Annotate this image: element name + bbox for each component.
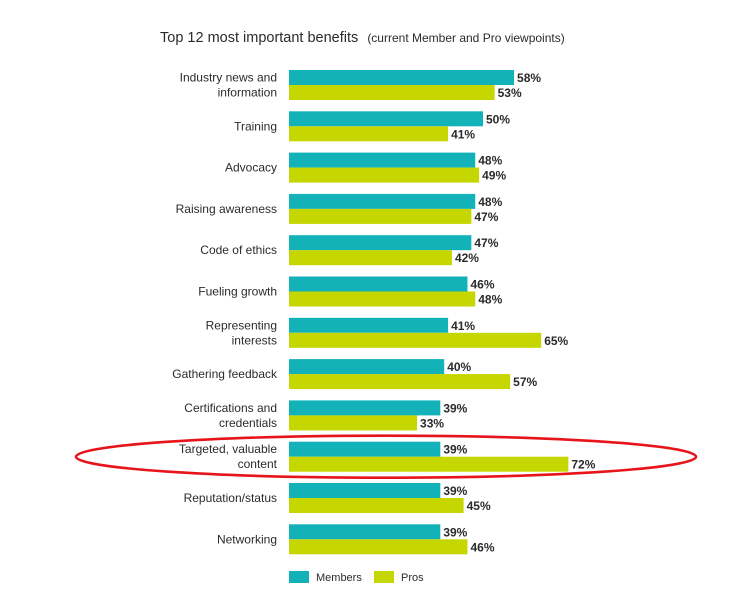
category-label: Training — [234, 119, 277, 133]
category-label: Advocacy — [225, 161, 277, 175]
category-label-line: Certifications and — [184, 401, 277, 415]
data-label-members: 50% — [486, 112, 510, 126]
data-label-pros: 57% — [513, 375, 537, 389]
bar-pros — [289, 167, 480, 183]
data-label-members: 48% — [478, 195, 502, 209]
category-label-line: credentials — [219, 416, 277, 430]
category-label-line: Industry news and — [180, 71, 277, 85]
category-label-line: Gathering feedback — [172, 367, 278, 381]
category-label: Industry news and information — [180, 71, 277, 100]
data-label-pros: 65% — [544, 334, 568, 348]
category-label-line: Fueling growth — [198, 285, 277, 299]
category-label: Gathering feedback — [172, 367, 278, 381]
bar-members — [289, 441, 441, 457]
bar-pros — [289, 250, 452, 266]
data-label-pros: 72% — [571, 458, 595, 472]
bar-members — [289, 276, 468, 292]
highlight-ellipse — [74, 434, 698, 480]
category-label-line: Networking — [217, 532, 277, 546]
category-label: Networking — [217, 532, 277, 546]
category-label-line: interests — [232, 333, 277, 347]
bar-pros — [289, 291, 476, 307]
bar-pros — [289, 539, 468, 555]
data-label-members: 39% — [443, 401, 467, 415]
bar-members — [289, 400, 441, 416]
category-label: Fueling growth — [198, 285, 277, 299]
data-label-pros: 49% — [482, 169, 506, 183]
bar-pros — [289, 332, 542, 348]
category-label: Targeted, valuable content — [179, 442, 278, 471]
category-label-line: content — [238, 457, 278, 471]
data-label-pros: 53% — [498, 86, 522, 100]
data-label-members: 48% — [478, 154, 502, 168]
chart-title-main: Top 12 most important benefits — [160, 30, 358, 46]
data-label-pros: 46% — [470, 540, 494, 554]
category-label: Representing interests — [206, 318, 277, 347]
category-label: Reputation/status — [184, 491, 277, 505]
bars-group: Industry news and information 58%53% Traini… — [172, 70, 596, 555]
data-label-members: 39% — [443, 525, 467, 539]
bar-members — [289, 70, 515, 85]
data-label-members: 39% — [443, 484, 467, 498]
bar-members — [289, 524, 441, 540]
legend-label-members: Members — [316, 572, 362, 584]
data-label-members: 46% — [470, 278, 494, 292]
category-label: Raising awareness — [176, 202, 277, 216]
bar-members — [289, 235, 472, 251]
category-label-line: Advocacy — [225, 161, 277, 175]
category-label-line: Representing — [206, 318, 277, 332]
bar-pros — [289, 126, 449, 142]
chart-subtitle: (current Member and Pro viewpoints) — [367, 31, 564, 45]
legend-swatch-members — [289, 571, 309, 583]
data-label-members: 58% — [517, 71, 541, 85]
bar-members — [289, 483, 441, 498]
category-label-line: Code of ethics — [200, 243, 277, 257]
highlight-group — [74, 434, 698, 480]
category-label-line: Targeted, valuable — [179, 442, 277, 456]
data-label-pros: 41% — [451, 127, 475, 141]
bar-members — [289, 152, 476, 168]
category-label: Certifications and credentials — [184, 401, 277, 430]
bar-pros — [289, 374, 511, 390]
bar-pros — [289, 456, 569, 472]
bar-members — [289, 317, 449, 333]
data-label-members: 39% — [443, 443, 467, 457]
category-label: Code of ethics — [200, 243, 277, 257]
data-label-pros: 47% — [474, 210, 498, 224]
data-label-pros: 42% — [455, 251, 479, 265]
data-label-pros: 45% — [467, 499, 491, 513]
data-label-members: 47% — [474, 236, 498, 250]
bar-members — [289, 111, 483, 127]
legend-label-pros: Pros — [401, 572, 424, 584]
category-label-line: Training — [234, 119, 277, 133]
data-label-members: 41% — [451, 319, 475, 333]
category-label-line: Raising awareness — [176, 202, 277, 216]
bar-pros — [289, 498, 464, 513]
data-label-members: 40% — [447, 360, 471, 374]
bar-pros — [289, 208, 472, 224]
chart-title: Top 12 most important benefits (current … — [160, 30, 565, 46]
legend-swatch-pros — [374, 571, 394, 583]
bar-pros — [289, 85, 495, 100]
category-label-line: information — [218, 86, 277, 100]
data-label-pros: 33% — [420, 416, 444, 430]
legend: Members Pros — [289, 571, 424, 584]
category-label-line: Reputation/status — [184, 491, 277, 505]
bar-members — [289, 359, 445, 375]
bar-members — [289, 193, 476, 209]
bar-pros — [289, 415, 418, 431]
data-label-pros: 48% — [478, 293, 502, 307]
